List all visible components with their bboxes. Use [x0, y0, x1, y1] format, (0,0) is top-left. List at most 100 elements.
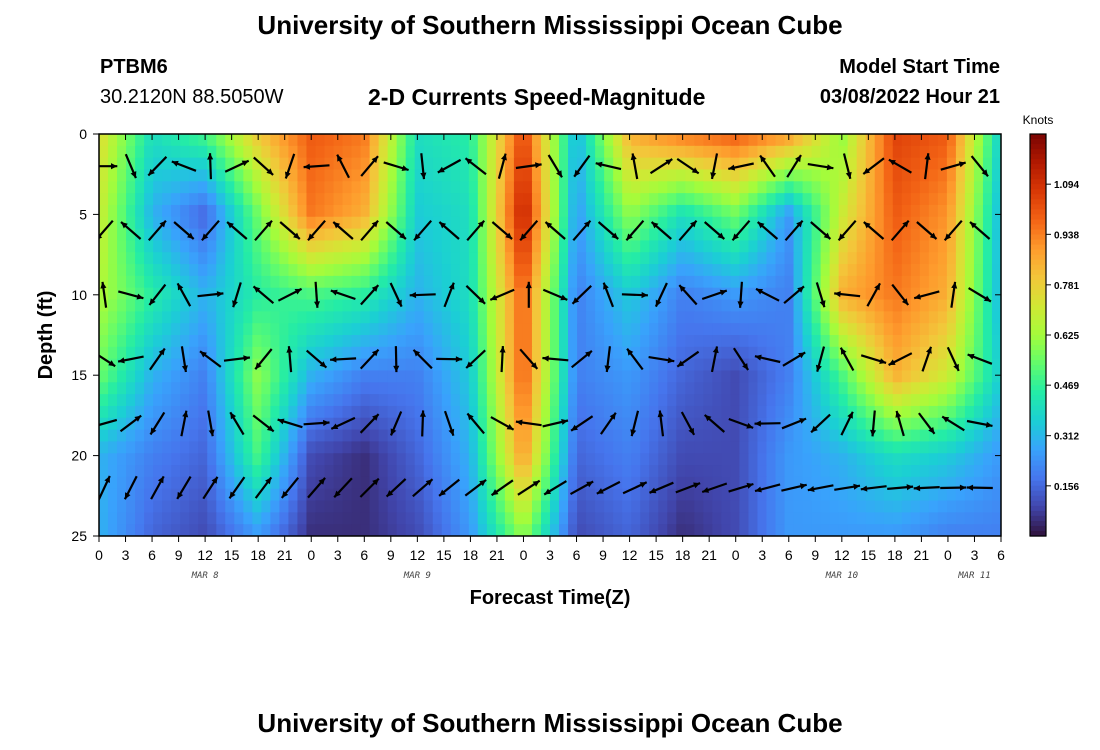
heatmap-cell	[667, 240, 677, 253]
heatmap-cell	[838, 181, 849, 194]
heatmap-cell	[766, 429, 777, 443]
heatmap-cell	[189, 181, 199, 194]
heatmap-cell	[874, 287, 885, 301]
heatmap-cell	[315, 441, 326, 454]
heatmap-cell	[333, 181, 344, 194]
heatmap-cell	[847, 394, 858, 407]
heatmap-cell	[919, 335, 930, 348]
current-vector	[254, 476, 273, 499]
heatmap-cell	[369, 287, 380, 301]
heatmap-cell	[802, 453, 813, 466]
heatmap-cell	[162, 204, 172, 218]
heatmap-cell	[865, 240, 876, 253]
heatmap-cell	[793, 441, 804, 454]
heatmap-cell	[189, 264, 199, 277]
heatmap-cell	[784, 264, 795, 277]
heatmap-cell	[387, 500, 398, 513]
current-vector	[385, 478, 407, 498]
heatmap-cell	[216, 476, 226, 490]
heatmap-cell	[964, 134, 975, 147]
heatmap-cell	[577, 228, 587, 242]
heatmap-cell	[784, 240, 795, 253]
heatmap-cell	[405, 441, 416, 454]
heatmap-cell	[550, 441, 560, 454]
heatmap-cell	[351, 311, 362, 324]
heatmap-cell	[658, 299, 668, 312]
current-vector	[866, 282, 881, 307]
heatmap-cell	[712, 228, 722, 242]
heatmap-cell	[595, 476, 605, 490]
heatmap-cell	[649, 323, 659, 336]
heatmap-cell	[432, 240, 443, 253]
heatmap-cell	[288, 134, 299, 147]
heatmap-cell	[270, 382, 280, 395]
heatmap-cell	[396, 370, 407, 383]
heatmap-cell	[324, 216, 335, 230]
heatmap-cell	[234, 252, 244, 265]
heatmap-cell	[811, 145, 822, 159]
heatmap-cell	[694, 157, 704, 171]
heatmap-cell	[838, 193, 849, 206]
current-vector	[815, 346, 826, 372]
heatmap-cell	[568, 382, 578, 395]
colorbar-step	[1030, 159, 1046, 165]
current-vector	[443, 282, 455, 308]
heatmap-cell	[162, 346, 172, 360]
heatmap-cell	[775, 382, 786, 395]
heatmap-cell	[351, 169, 362, 182]
heatmap-cell	[135, 417, 145, 431]
heatmap-cell	[694, 465, 704, 478]
heatmap-cell	[676, 441, 686, 454]
heatmap-cell	[243, 169, 253, 182]
heatmap-cell	[622, 204, 632, 218]
heatmap-cell	[829, 157, 840, 171]
heatmap-cell	[342, 370, 353, 383]
heatmap-cell	[198, 453, 208, 466]
heatmap-cell	[162, 275, 172, 289]
heatmap-cell	[838, 441, 849, 454]
heatmap-cell	[324, 417, 335, 431]
current-vector	[732, 347, 750, 371]
heatmap-cell	[982, 181, 993, 194]
heatmap-cell	[513, 145, 524, 159]
heatmap-cell	[757, 382, 768, 395]
heatmap-cell	[423, 335, 434, 348]
x-axis-title: Forecast Time(Z)	[470, 587, 631, 609]
heatmap-cell	[730, 216, 741, 230]
colorbar-step	[1030, 350, 1046, 356]
heatmap-cell	[748, 299, 759, 312]
heatmap-cell	[964, 181, 975, 194]
heatmap-cell	[504, 358, 515, 372]
heatmap-cell	[901, 204, 912, 218]
heatmap-cell	[874, 240, 885, 253]
heatmap-cell	[595, 465, 605, 478]
heatmap-cell	[441, 512, 452, 525]
heatmap-cell	[640, 181, 650, 194]
heatmap-cell	[919, 204, 930, 218]
heatmap-cell	[171, 465, 181, 478]
x-tick-label: 0	[732, 547, 740, 563]
heatmap-cell	[595, 512, 605, 525]
heatmap-cell	[928, 275, 939, 289]
heatmap-cell	[252, 405, 262, 419]
heatmap-cell	[459, 346, 470, 360]
current-vector	[544, 221, 566, 240]
heatmap-cell	[441, 335, 452, 348]
x-tick-label: 18	[675, 547, 691, 563]
heatmap-cell	[261, 264, 271, 277]
heatmap-cell	[739, 429, 750, 443]
heatmap-cell	[180, 240, 190, 253]
heatmap-cell	[108, 417, 118, 431]
heatmap-cell	[766, 441, 777, 454]
heatmap-cell	[631, 500, 641, 513]
heatmap-cell	[649, 145, 659, 159]
heatmap-cell	[865, 193, 876, 206]
chart-title: University of Southern Mississippi Ocean…	[257, 10, 843, 40]
heatmap-cell	[99, 476, 109, 490]
heatmap-cell	[658, 240, 668, 253]
heatmap-cell	[153, 323, 163, 336]
heatmap-cell	[117, 370, 127, 383]
heatmap-cell	[568, 287, 578, 301]
colorbar-step	[1030, 455, 1046, 462]
heatmap-cell	[396, 157, 407, 171]
